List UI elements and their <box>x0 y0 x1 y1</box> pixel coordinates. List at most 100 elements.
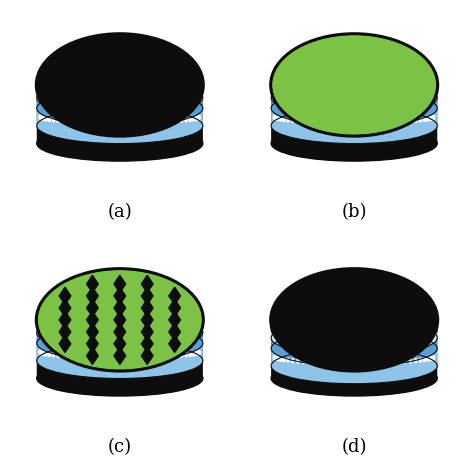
Polygon shape <box>59 335 71 353</box>
Ellipse shape <box>315 96 318 100</box>
Polygon shape <box>37 108 203 144</box>
Ellipse shape <box>95 120 98 124</box>
Ellipse shape <box>322 96 325 101</box>
Ellipse shape <box>52 353 55 357</box>
Ellipse shape <box>142 331 144 336</box>
Polygon shape <box>271 98 437 126</box>
Ellipse shape <box>163 119 165 123</box>
Ellipse shape <box>39 92 42 96</box>
Ellipse shape <box>192 117 195 121</box>
Ellipse shape <box>198 350 201 355</box>
Polygon shape <box>37 325 203 350</box>
Ellipse shape <box>361 337 363 341</box>
Ellipse shape <box>287 94 289 99</box>
Ellipse shape <box>297 359 299 363</box>
Ellipse shape <box>68 330 71 335</box>
Ellipse shape <box>275 92 277 97</box>
Ellipse shape <box>279 93 282 98</box>
Ellipse shape <box>309 336 311 340</box>
Polygon shape <box>169 287 181 305</box>
Ellipse shape <box>103 355 105 359</box>
Ellipse shape <box>169 119 172 123</box>
Polygon shape <box>37 343 203 378</box>
Text: (c): (c) <box>108 438 132 456</box>
Polygon shape <box>59 323 71 340</box>
Ellipse shape <box>39 350 42 355</box>
Polygon shape <box>37 85 203 161</box>
Ellipse shape <box>273 355 275 359</box>
Ellipse shape <box>180 95 182 99</box>
Ellipse shape <box>48 329 51 333</box>
Ellipse shape <box>197 351 199 355</box>
Ellipse shape <box>273 116 276 119</box>
Polygon shape <box>114 347 126 365</box>
Ellipse shape <box>383 96 386 101</box>
Ellipse shape <box>431 116 434 120</box>
Ellipse shape <box>369 120 371 124</box>
Ellipse shape <box>149 331 152 336</box>
Ellipse shape <box>315 337 318 341</box>
Ellipse shape <box>275 356 277 360</box>
Ellipse shape <box>322 337 325 341</box>
Polygon shape <box>141 311 153 328</box>
Polygon shape <box>59 311 71 328</box>
Ellipse shape <box>197 116 199 120</box>
Ellipse shape <box>397 96 400 100</box>
Ellipse shape <box>277 93 279 98</box>
Ellipse shape <box>376 337 379 341</box>
Polygon shape <box>169 311 181 328</box>
Ellipse shape <box>48 353 51 356</box>
Ellipse shape <box>197 328 199 332</box>
Ellipse shape <box>39 116 42 119</box>
Ellipse shape <box>52 329 55 334</box>
Ellipse shape <box>287 118 289 122</box>
Ellipse shape <box>315 120 318 124</box>
Ellipse shape <box>39 115 41 119</box>
Ellipse shape <box>275 333 277 337</box>
Ellipse shape <box>277 333 279 337</box>
Ellipse shape <box>156 120 159 124</box>
Ellipse shape <box>297 95 299 100</box>
Ellipse shape <box>149 120 152 124</box>
Ellipse shape <box>309 119 311 123</box>
Ellipse shape <box>175 354 177 358</box>
Ellipse shape <box>134 355 137 359</box>
Ellipse shape <box>180 330 182 334</box>
Ellipse shape <box>397 336 400 340</box>
Ellipse shape <box>127 120 129 124</box>
Ellipse shape <box>74 119 77 123</box>
Ellipse shape <box>391 96 393 100</box>
Text: (b): (b) <box>341 203 367 221</box>
Ellipse shape <box>185 329 187 334</box>
Ellipse shape <box>429 117 432 120</box>
Ellipse shape <box>368 97 371 101</box>
Ellipse shape <box>419 358 422 362</box>
Ellipse shape <box>368 337 371 341</box>
Ellipse shape <box>315 360 318 364</box>
Ellipse shape <box>81 331 83 336</box>
Text: (a): (a) <box>108 203 132 221</box>
Ellipse shape <box>423 358 426 362</box>
Ellipse shape <box>429 333 432 337</box>
Ellipse shape <box>397 119 400 123</box>
Ellipse shape <box>42 352 45 356</box>
Ellipse shape <box>42 117 45 120</box>
Ellipse shape <box>74 331 77 335</box>
Polygon shape <box>169 299 181 317</box>
Ellipse shape <box>195 93 197 98</box>
Polygon shape <box>37 90 203 116</box>
Polygon shape <box>114 287 126 305</box>
Ellipse shape <box>45 93 47 98</box>
Ellipse shape <box>403 96 406 100</box>
Ellipse shape <box>279 117 282 121</box>
Ellipse shape <box>302 96 305 100</box>
Ellipse shape <box>415 335 417 339</box>
Ellipse shape <box>111 120 113 124</box>
Ellipse shape <box>195 328 197 332</box>
Ellipse shape <box>383 360 386 364</box>
Polygon shape <box>87 323 98 340</box>
Ellipse shape <box>309 96 311 100</box>
Ellipse shape <box>88 331 91 336</box>
Ellipse shape <box>277 357 279 361</box>
Ellipse shape <box>330 120 332 124</box>
